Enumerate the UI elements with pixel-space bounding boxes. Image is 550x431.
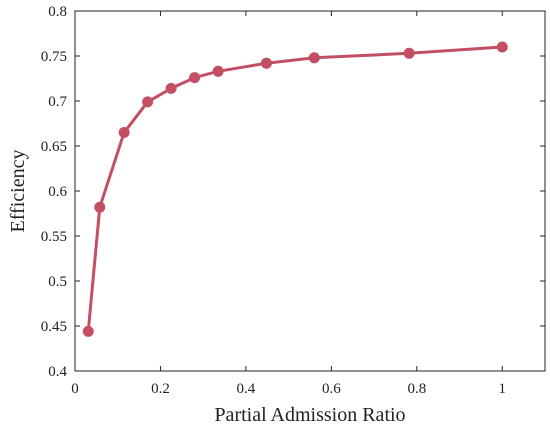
y-axis-title: Efficiency bbox=[7, 150, 29, 233]
x-tick-label: 0.2 bbox=[151, 381, 170, 397]
y-tick-label: 0.45 bbox=[41, 319, 67, 335]
y-tick-label: 0.75 bbox=[41, 49, 67, 65]
data-point bbox=[189, 72, 201, 84]
data-point bbox=[212, 65, 224, 77]
data-point bbox=[118, 127, 130, 138]
plot-frame bbox=[74, 10, 546, 372]
y-tick-label: 0.55 bbox=[41, 229, 67, 245]
y-tick-label: 0.4 bbox=[48, 364, 67, 380]
data-point bbox=[260, 57, 272, 69]
x-tick-label: 0.4 bbox=[237, 381, 256, 397]
data-point bbox=[94, 201, 106, 213]
ticks-layer bbox=[74, 10, 545, 372]
x-tick-label: 0.6 bbox=[322, 381, 341, 397]
x-tick-label: 1 bbox=[499, 381, 507, 397]
data-point bbox=[165, 82, 177, 94]
data-point bbox=[308, 52, 320, 64]
y-tick-label: 0.6 bbox=[48, 184, 67, 200]
x-tick-label: 0.8 bbox=[407, 381, 426, 397]
data-point bbox=[403, 47, 415, 59]
y-tick-label: 0.8 bbox=[48, 4, 67, 20]
y-tick-label: 0.7 bbox=[48, 94, 67, 110]
series-layer bbox=[82, 41, 508, 337]
x-tick-label: 0 bbox=[71, 381, 79, 397]
data-point bbox=[142, 96, 154, 108]
y-tick-label: 0.5 bbox=[48, 274, 67, 290]
x-axis-title: Partial Admission Ratio bbox=[214, 404, 405, 426]
data-point bbox=[496, 41, 508, 53]
labels-layer: 0 0.2 0.4 0.6 0.8 1 0.4 0.45 0.5 0.55 0.6 0.65 0.7 0.… bbox=[41, 4, 506, 397]
y-tick-label: 0.65 bbox=[41, 139, 67, 155]
series-line bbox=[86, 45, 503, 332]
data-point bbox=[82, 325, 94, 337]
